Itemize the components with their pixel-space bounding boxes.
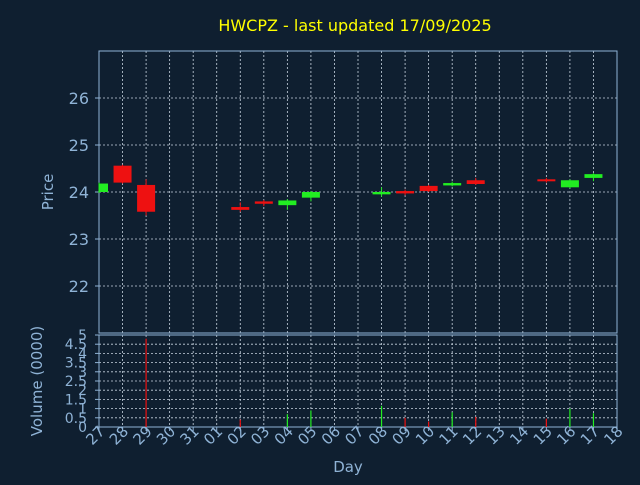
day-tick-label: 03 [247, 422, 273, 448]
volume-tick-label: 5 [78, 328, 87, 344]
volume-tick-label: 2.5 [65, 374, 87, 390]
volume-tick-label: 4.5 [65, 337, 87, 353]
day-tick-label: 30 [153, 422, 179, 448]
price-tick-label: 26 [69, 89, 89, 108]
day-tick-label: 06 [318, 422, 344, 448]
candle-29 [137, 179, 156, 216]
candle-body [99, 183, 108, 192]
day-tick-labels: 2728293031010203040506070809101112131415… [82, 422, 626, 448]
candle-17 [584, 173, 603, 182]
volume-tick-label: 3.5 [65, 356, 87, 372]
day-tick-label: 28 [106, 422, 132, 448]
day-tick-label: 07 [341, 422, 367, 448]
day-tick-label: 29 [129, 422, 155, 448]
price-axis-label: Price [39, 174, 57, 211]
candle-16 [560, 179, 579, 189]
day-axis-label: Day [333, 458, 363, 476]
day-tick-label: 13 [483, 422, 509, 448]
day-tick-label: 17 [577, 422, 603, 448]
candle-body [301, 192, 320, 198]
candle-body [254, 201, 273, 204]
candle-27 [98, 182, 108, 193]
candle-body [278, 200, 297, 206]
price-tick-label: 22 [69, 277, 89, 296]
candle-10 [419, 184, 438, 192]
candle-08 [372, 187, 391, 197]
day-tick-label: 18 [600, 422, 626, 448]
candle-body [584, 174, 603, 178]
candle-body [231, 207, 250, 210]
price-tick-label: 24 [69, 183, 89, 202]
candle-body [137, 184, 156, 212]
candle-15 [537, 177, 556, 183]
volume-axis-label: Volume (0000) [28, 326, 46, 436]
day-tick-label: 14 [506, 422, 532, 448]
day-tick-label: 08 [365, 422, 391, 448]
day-tick-label: 05 [294, 422, 320, 448]
volume-tick-label: 0.5 [65, 411, 87, 427]
day-tick-label: 16 [553, 422, 579, 448]
volume-tick-label: 1.5 [65, 392, 87, 408]
candle-03 [254, 199, 273, 207]
candle-04 [278, 199, 297, 210]
candle-11 [443, 181, 462, 187]
day-tick-label: 09 [388, 422, 414, 448]
candle-body [396, 191, 415, 194]
volume-tick-label: 4 [78, 346, 87, 362]
volume-tick-label: 2 [78, 383, 87, 399]
price-panel: 22 23 24 25 26 [69, 50, 618, 334]
day-tick-label: 02 [224, 422, 250, 448]
candle-body [419, 185, 438, 192]
candle-body [560, 180, 579, 188]
day-tick-label: 01 [200, 422, 226, 448]
day-tick-label: 12 [459, 422, 485, 448]
candle-12 [466, 177, 485, 185]
volume-panel: 00.511.522.533.544.55 [65, 328, 618, 436]
price-tick-label: 25 [69, 136, 89, 155]
day-tick-label: 15 [530, 422, 556, 448]
candle-body [466, 180, 485, 185]
candle-02 [231, 202, 250, 212]
candle-28 [113, 164, 132, 184]
candle-09 [396, 189, 415, 196]
volume-tick-label: 3 [78, 365, 87, 381]
candle-body [372, 192, 391, 195]
candle-body [113, 165, 132, 183]
day-tick-label: 04 [271, 422, 297, 448]
day-tick-label: 10 [412, 422, 438, 448]
volume-tick-label: 1 [78, 402, 87, 418]
volume-tick-label: 0 [78, 420, 87, 436]
candle-body [537, 179, 556, 182]
candle-05 [301, 191, 320, 202]
price-tick-label: 23 [69, 230, 89, 249]
candle-body [443, 183, 462, 186]
day-tick-label: 31 [177, 422, 203, 448]
day-tick-label: 11 [436, 422, 462, 448]
chart-title: HWCPZ - last updated 17/09/2025 [218, 16, 491, 35]
